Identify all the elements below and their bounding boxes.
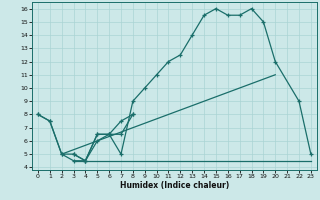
X-axis label: Humidex (Indice chaleur): Humidex (Indice chaleur): [120, 181, 229, 190]
